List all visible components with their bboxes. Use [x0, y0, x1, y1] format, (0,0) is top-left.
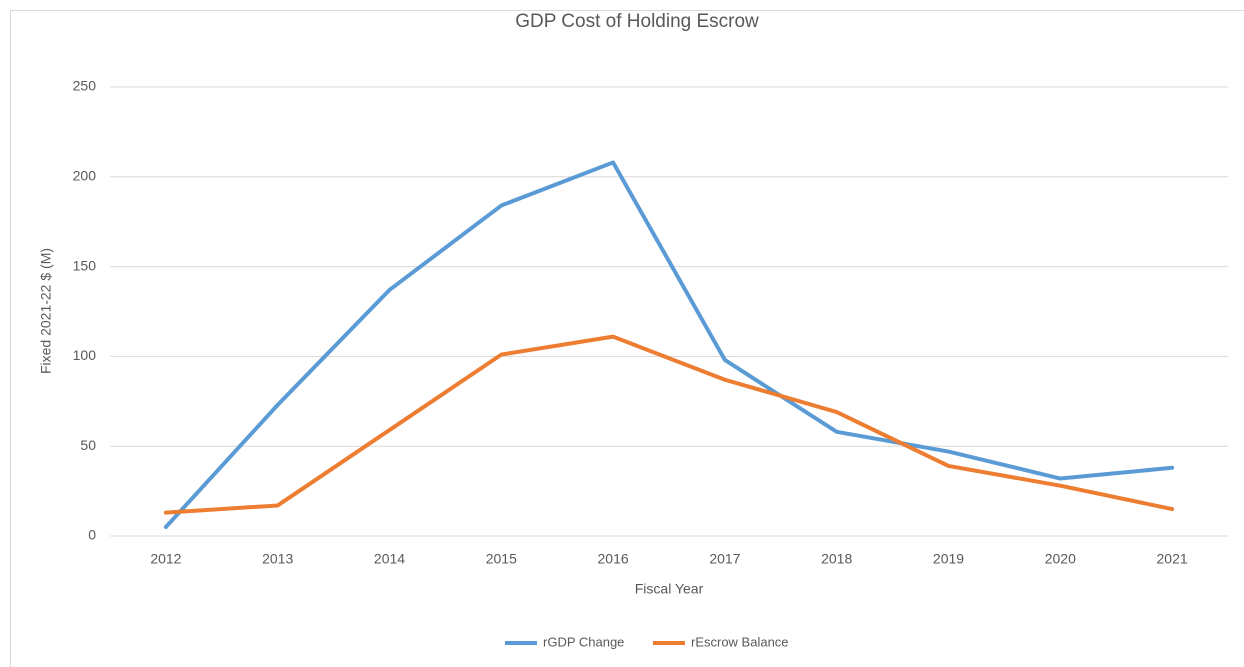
y-axis-label: Fixed 2021-22 $ (M) [38, 248, 54, 374]
x-tick-label: 2014 [374, 551, 405, 567]
legend-label: rEscrow Balance [691, 634, 789, 649]
x-tick-label: 2019 [933, 551, 964, 567]
y-tick-label: 50 [80, 437, 96, 453]
x-tick-label: 2012 [150, 551, 181, 567]
data-line [163, 334, 1175, 515]
x-tick-label: 2021 [1157, 551, 1188, 567]
y-tick-label: 0 [88, 527, 96, 543]
y-tick-label: 150 [73, 257, 97, 273]
x-tick-label: 2020 [1045, 551, 1076, 567]
x-tick-label: 2013 [262, 551, 293, 567]
y-tick-label: 250 [73, 78, 97, 94]
x-tick-label: 2017 [709, 551, 740, 567]
y-tick-label: 100 [73, 347, 97, 363]
x-tick-label: 2018 [821, 551, 852, 567]
x-axis-label: Fiscal Year [635, 581, 704, 597]
x-tick-label: 2015 [486, 551, 517, 567]
chart-frame [10, 10, 1244, 667]
legend-label: rGDP Change [543, 634, 624, 649]
chart-title: GDP Cost of Holding Escrow [515, 11, 759, 32]
x-tick-label: 2016 [598, 551, 629, 567]
data-line [163, 160, 1175, 530]
y-tick-label: 200 [73, 168, 97, 184]
